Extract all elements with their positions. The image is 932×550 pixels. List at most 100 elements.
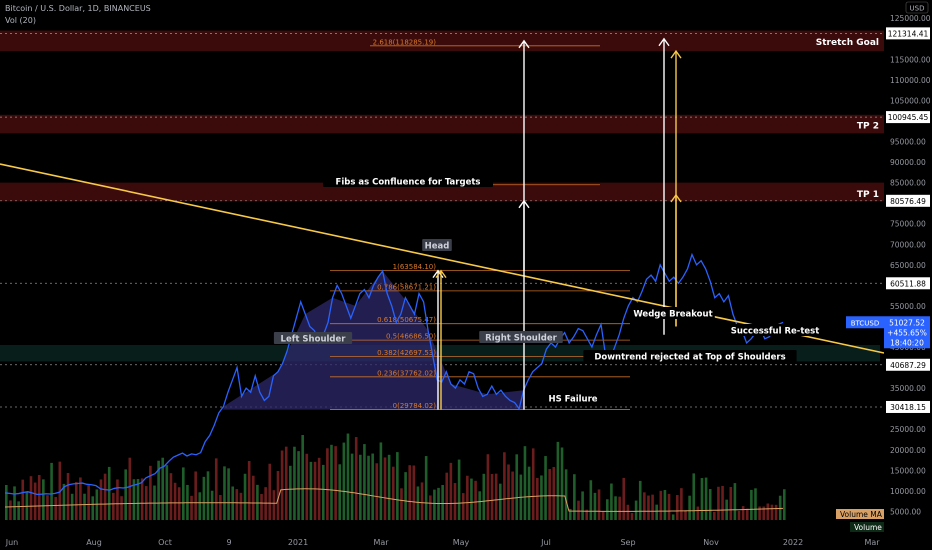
head-height-arrow-yellow-head — [435, 269, 447, 279]
volume-ma-label: Volume MA — [840, 510, 883, 519]
volume-bar — [235, 489, 239, 520]
volume-bar — [190, 495, 193, 520]
volume-bar — [202, 476, 206, 520]
x-tick-label: Jul — [540, 538, 551, 547]
volume-bar — [396, 452, 399, 520]
volume-bar — [5, 485, 8, 520]
y-tick-label: 20000.00 — [890, 446, 926, 455]
volume-bar — [112, 492, 115, 520]
volume-bar — [346, 433, 350, 520]
volume-bar — [404, 472, 407, 520]
target-zones: Stretch Goal TP 2 TP 1 — [0, 30, 884, 202]
volume-bar — [367, 455, 370, 520]
volume-bar — [433, 489, 436, 520]
volume-bar — [424, 456, 428, 520]
price-axis-bg — [884, 0, 932, 532]
volume-bar — [573, 474, 576, 520]
volume-bar — [634, 500, 638, 520]
hs-failure-annotation: HS Failure — [548, 395, 597, 405]
volume-bar — [243, 473, 247, 520]
volume-bar — [428, 495, 432, 520]
time-axis[interactable]: Jun Aug Oct 9 2021 Mar May Jul Sep Nov 2022 Mar — [5, 538, 881, 547]
volume-bar — [647, 495, 650, 520]
volume-bar — [383, 457, 387, 520]
volume-bar — [412, 465, 416, 520]
volume-bar — [544, 456, 547, 520]
x-tick-label: Sep — [620, 538, 635, 547]
volume-bar — [453, 483, 457, 520]
current-price-change: +455.65% — [887, 328, 927, 337]
volume-bar — [182, 467, 185, 520]
volume-bar — [750, 489, 753, 520]
volume-bar — [568, 508, 572, 520]
tp1-target-arrow-head — [518, 199, 530, 209]
volume-bar — [762, 506, 766, 520]
volume-bar — [157, 460, 160, 520]
volume-bar — [486, 454, 490, 520]
x-tick-label: Jun — [5, 538, 19, 547]
volume-bar — [474, 480, 477, 520]
y-tick-label: 70000.00 — [890, 240, 926, 249]
price-level-badge — [886, 400, 930, 413]
wedge-stretch-arrow-head — [670, 49, 682, 59]
price-axis[interactable]: USD 5000.00 10000.00 15000.00 20000.00 25000.… — [846, 1, 931, 516]
volume-bar — [313, 461, 317, 520]
fib-level-label: 0.786(58671.21) — [377, 283, 436, 291]
fibs-annotation: Fibs as Confluence for Targets — [336, 178, 481, 188]
stretch-target-arrow-head — [518, 39, 530, 49]
volume-bar — [416, 486, 420, 520]
volume-bar — [511, 471, 514, 520]
volume-bar — [309, 461, 313, 520]
x-tick-label: May — [453, 538, 470, 547]
volume-bar — [774, 504, 778, 520]
price-level-badge — [886, 358, 930, 371]
volume-bar — [173, 482, 177, 520]
volume-bar — [638, 480, 642, 520]
retest-annotation-bg — [722, 324, 828, 336]
volume-bar — [663, 490, 667, 520]
y-tick-label: 10000.00 — [890, 487, 926, 496]
currency-badge[interactable] — [905, 1, 929, 14]
volume-bar — [461, 493, 465, 520]
volume-bar — [643, 492, 646, 520]
volume-bar — [552, 467, 556, 520]
volume-bar — [58, 461, 62, 520]
volume-bar — [363, 444, 366, 520]
volume-bar — [387, 454, 391, 520]
target-zone-label: TP 2 — [857, 121, 879, 131]
volume-bar — [667, 493, 671, 520]
volume-bar — [556, 441, 560, 520]
volume-bar — [696, 506, 700, 520]
volume-bar — [523, 446, 527, 520]
volume-bar — [408, 465, 412, 520]
target-zone-0 — [0, 30, 884, 52]
price-level-badge — [886, 194, 930, 207]
volume-bar — [210, 490, 214, 520]
retest-annotation: Successful Re-test — [731, 327, 820, 337]
price-series-line — [4, 252, 784, 496]
volume-bar — [251, 475, 255, 520]
left-shoulder-label: Left Shoulder — [281, 335, 347, 345]
volume-bar — [482, 473, 486, 520]
volume-bar — [688, 495, 691, 520]
volume-ma-line — [4, 488, 784, 512]
y-tick-label: 105000.00 — [890, 96, 931, 105]
wedge-breakout-annotation-bg — [631, 307, 715, 319]
volume-bar — [400, 488, 403, 520]
price-level-badge — [886, 111, 930, 124]
volume-bar — [527, 466, 531, 520]
wedge-tp1-arrow-head — [670, 193, 682, 203]
volume-bar — [219, 494, 222, 520]
volume-bar — [371, 453, 374, 520]
price-level-badge-text: 100945.45 — [888, 113, 929, 122]
volume-bar — [733, 483, 737, 520]
volume-bar — [33, 482, 37, 520]
volume-bar — [721, 485, 724, 520]
volume-bar — [54, 496, 57, 520]
volume-bar — [655, 504, 658, 520]
ticker-badge — [846, 316, 884, 329]
volume-bar — [610, 483, 613, 520]
volume-bar — [297, 451, 300, 520]
